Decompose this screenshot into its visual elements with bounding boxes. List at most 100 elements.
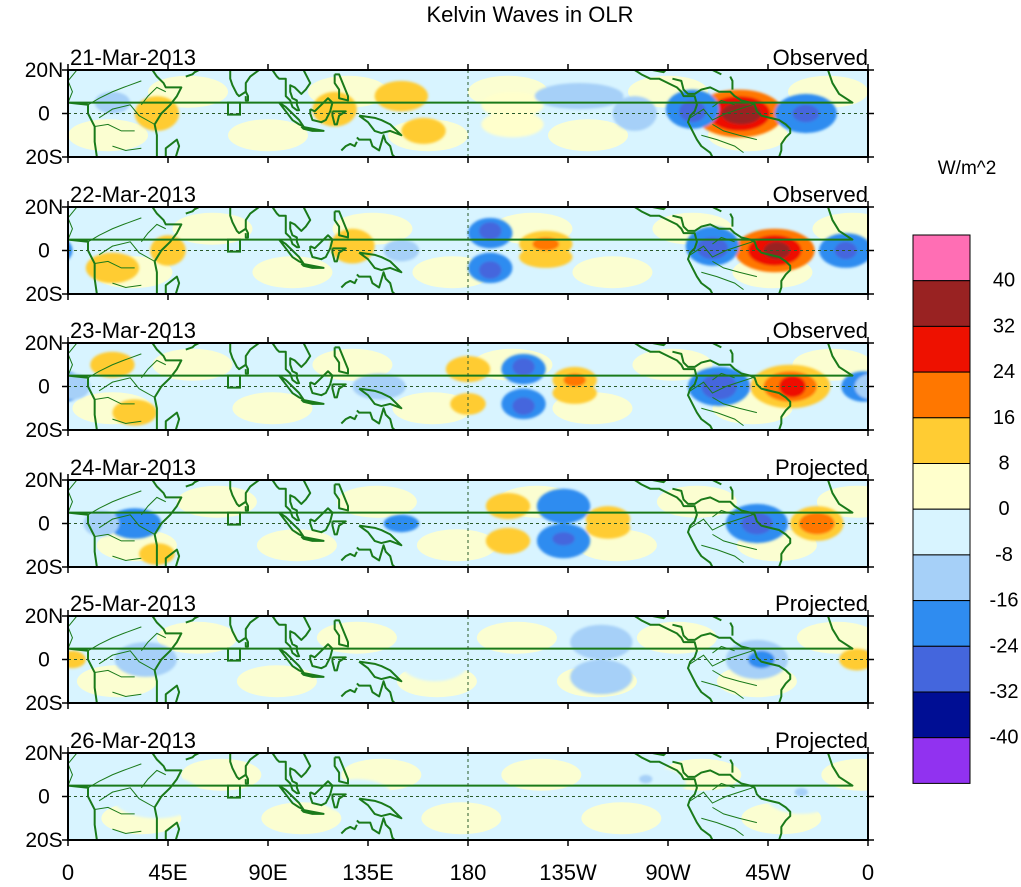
country-border [701,680,744,700]
country-border [701,544,744,564]
weak-positive-anomaly [236,665,317,698]
panel-status: Projected [775,455,868,480]
anomaly-contours [68,624,868,695]
coastline [672,623,792,703]
anomaly-contour [701,373,737,400]
panel-status: Observed [773,45,868,70]
coastline [729,76,734,90]
country-border [689,104,753,121]
country-border [87,763,142,789]
coastline [340,687,358,698]
anomaly-contour [799,512,835,535]
coastline [229,207,260,235]
colorbar-level-label: -8 [995,544,1013,566]
weak-positive-anomaly [232,392,313,425]
country-border [689,377,753,394]
coastline [331,520,347,536]
lon-tick-label: 45W [745,860,790,885]
country-border [712,533,758,551]
coastline [185,753,200,761]
weak-positive-anomaly [548,119,628,152]
country-borders [68,70,758,154]
anomaly-contour [585,516,631,539]
anomaly-contour [485,527,531,554]
panel-date: 22-Mar-2013 [70,182,196,207]
coastline [151,616,183,703]
country-border [68,616,78,649]
lon-tick-label: 90E [248,860,287,885]
lat-tick-label: 20S [25,146,62,169]
lon-tick-label: 0 [862,860,874,885]
coastline [340,141,358,152]
colorbar-swatch [912,600,971,647]
anomaly-contour [352,373,406,400]
country-border [712,645,735,654]
coastline [634,207,714,294]
longitude-axis: 0 45E 90E 135E 180 135W 90W 45W 0 [62,860,874,885]
anomaly-contour [839,648,868,671]
coastline [333,483,349,512]
coastline [331,110,347,126]
coastline [68,207,854,294]
country-border [689,787,753,804]
coastline [164,684,181,703]
country-borders [68,343,758,427]
anomaly-contour [150,235,186,266]
weak-positive-anomaly [261,802,342,835]
anomaly-contour [570,659,633,695]
panel-status: Projected [775,591,868,616]
anomaly-contour [552,532,575,546]
country-border [68,207,78,240]
country-border [712,806,758,824]
country-border [689,241,753,258]
coastline [164,411,181,430]
country-border [98,514,155,535]
coastline [340,824,358,835]
colorbar-level-label: 32 [993,315,1015,337]
coastline [229,480,260,508]
weak-positive-anomaly [156,621,237,654]
country-border [701,817,744,837]
coastline [244,364,249,375]
lon-tick-label: 90W [645,860,690,885]
coastline [309,234,334,261]
country-border [712,236,735,245]
panel-date: 25-Mar-2013 [70,591,196,616]
colorbar-level-label: 16 [993,407,1015,429]
country-border [140,223,166,243]
coastline [244,91,249,102]
lat-tick-label: 20N [25,605,64,628]
coastline [672,77,792,157]
colorbar-level-label: -16 [990,590,1019,612]
lon-tick-label: 45E [148,860,187,885]
coastlines [68,480,854,567]
coastline [358,797,403,820]
panel-stack: 20N 0 20S 21-Mar-2013 Observed 20N 0 20S 22-Mar-… [25,45,874,852]
country-border [87,217,142,243]
panel-1: 20N 0 20S 21-Mar-2013 Observed [25,45,874,169]
weak-positive-anomaly [581,802,662,835]
coastline [185,480,200,488]
country-border [112,418,142,424]
coastline [679,70,722,76]
coastline [333,73,349,102]
anomaly-contour [679,100,706,123]
coastline [331,656,347,672]
country-border [98,241,155,262]
country-borders [68,753,758,837]
coastline [151,480,183,567]
coastline [185,343,200,351]
weak-positive-anomaly [632,348,713,381]
colorbar-swatch [912,737,971,784]
country-border [98,377,155,398]
colorbar-boxes [912,234,971,784]
country-border [87,80,142,106]
coastline [333,210,349,239]
anomaly-contour [779,375,806,398]
maldives-outline [227,101,241,116]
coastline [244,228,249,239]
anomaly-contour [794,787,808,797]
anomaly-contour [112,399,157,426]
anomaly-contour [792,104,820,123]
